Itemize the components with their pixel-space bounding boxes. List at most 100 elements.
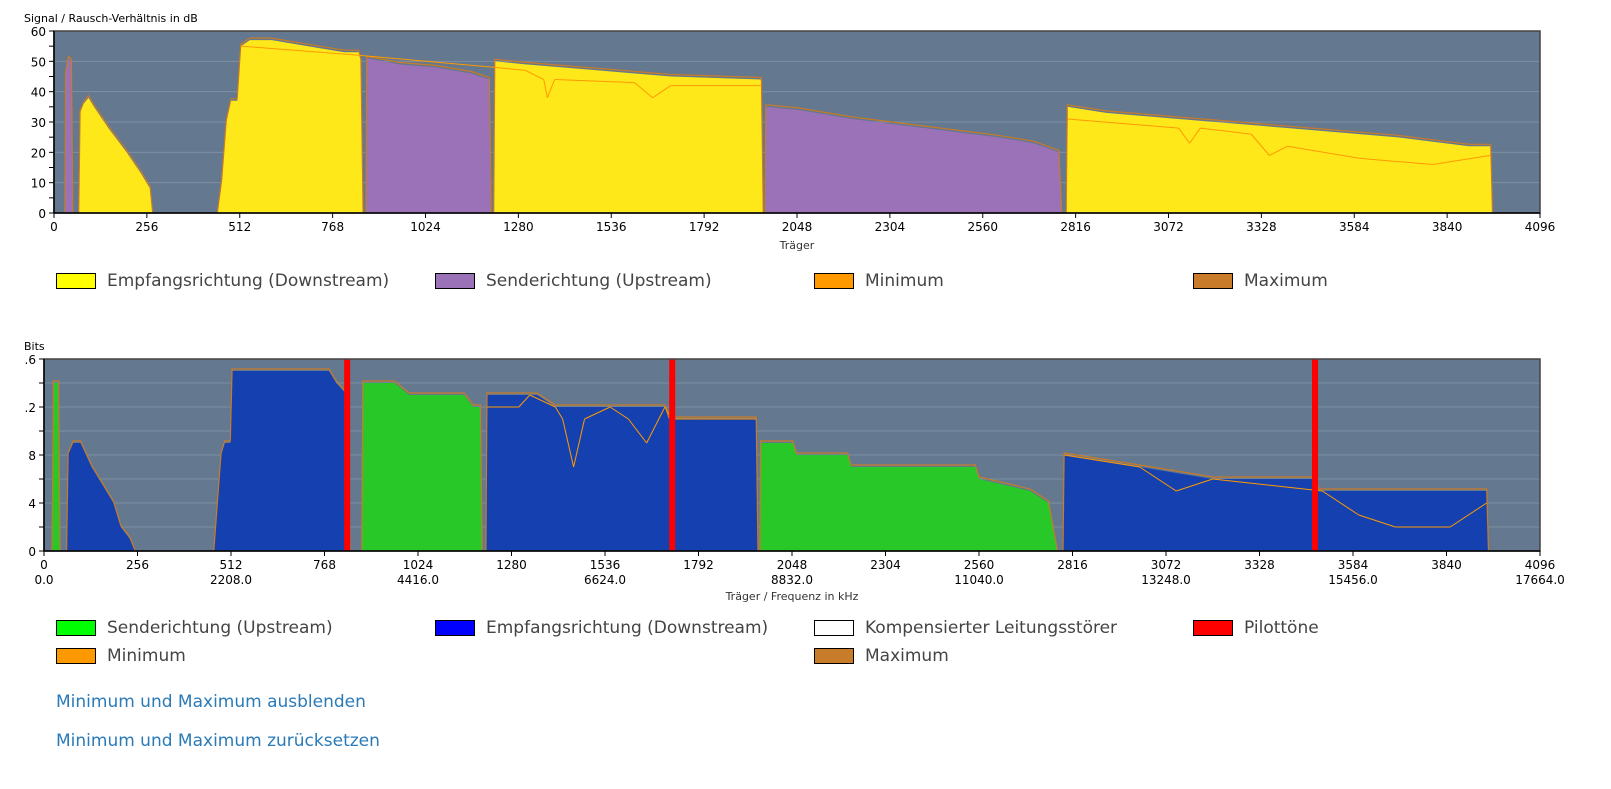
minimum-line-segment — [1067, 118, 1179, 129]
minimum-line-segment — [1139, 466, 1177, 492]
x-tick-label: 0 — [40, 558, 48, 572]
minimum-line-segment — [1178, 127, 1190, 144]
maximum-line — [213, 368, 351, 552]
x-tick-label-khz: 13248.0 — [1141, 573, 1191, 587]
minimum-line-segment — [518, 394, 531, 408]
x-tick-label: 1536 — [590, 558, 621, 572]
legend-bits-pilot: Pilottöne — [1193, 618, 1319, 638]
series-area-empfangsrichtung-downstream-1 — [66, 443, 136, 551]
maximum-line — [216, 37, 364, 214]
x-tick-label-khz: 17664.0 — [1515, 573, 1565, 587]
x-tick-label: 512 — [228, 220, 251, 234]
chart-title: Signal / Rausch-Verhältnis in dB — [24, 12, 198, 25]
legend-snr-maximum: Maximum — [1193, 271, 1328, 291]
x-tick-label-khz: 0.0 — [34, 573, 53, 587]
legend-label: Maximum — [1244, 271, 1328, 291]
minimum-line-segment — [1212, 478, 1323, 492]
swatch — [814, 620, 854, 636]
maximum-line — [759, 440, 1059, 552]
x-tick-label: 4096 — [1525, 558, 1556, 572]
legend-label: Pilottöne — [1244, 618, 1319, 638]
x-tick-label: 3072 — [1151, 558, 1182, 572]
minimum-line-segment — [652, 85, 672, 99]
swatch — [56, 273, 96, 289]
y-tick-label: 10 — [31, 177, 46, 191]
pilot-tone-marker — [1312, 359, 1319, 551]
legend-bits-minimum: Minimum — [56, 646, 186, 666]
minimum-line-segment — [646, 406, 666, 444]
minimum-line-segment — [494, 66, 526, 71]
x-tick-label: 3072 — [1153, 220, 1184, 234]
x-tick-label: 2560 — [967, 220, 998, 234]
x-tick-label: 2560 — [964, 558, 995, 572]
x-tick-label: 3840 — [1431, 558, 1462, 572]
swatch — [1193, 620, 1233, 636]
x-tick-label: 768 — [313, 558, 336, 572]
hide-min-max-link[interactable]: Minimum und Maximum ausblenden — [56, 692, 366, 712]
x-tick-label: 1024 — [410, 220, 441, 234]
reset-min-max-link[interactable]: Minimum und Maximum zurücksetzen — [56, 731, 380, 751]
swatch — [435, 273, 475, 289]
legend-bits-maximum: Maximum — [814, 646, 949, 666]
x-tick-label: 1024 — [403, 558, 434, 572]
swatch — [56, 620, 96, 636]
x-tick-label: 4096 — [1525, 220, 1556, 234]
x-tick-label: 512 — [220, 558, 243, 572]
y-tick-label: .2 — [25, 401, 36, 415]
legend-label: Empfangsrichtung (Downstream) — [107, 271, 390, 291]
x-tick-label-khz: 6624.0 — [584, 573, 626, 587]
x-tick-label: 2816 — [1057, 558, 1088, 572]
x-tick-label-khz: 11040.0 — [954, 573, 1004, 587]
x-tick-label-khz: 2208.0 — [210, 573, 252, 587]
maximum-line — [764, 104, 1063, 214]
maximum-line — [78, 94, 154, 214]
pilot-tone-marker — [344, 359, 351, 551]
series-area-senderichtung-upstream-3 — [366, 58, 492, 213]
minimum-line-segment — [529, 394, 556, 408]
x-tick-label: 3328 — [1246, 220, 1277, 234]
maximum-line — [66, 440, 136, 552]
x-tick-label: 2304 — [875, 220, 906, 234]
legend-label: Minimum — [107, 646, 186, 666]
minimum-line-segment — [554, 406, 564, 420]
minimum-line-segment — [573, 418, 586, 468]
minimum-line-segment — [1200, 127, 1252, 135]
series-area-senderichtung-upstream-5 — [759, 443, 1058, 551]
series-area-empfangsrichtung-downstream-6 — [1063, 455, 1489, 551]
series-area-empfangsrichtung-downstream-6 — [1066, 106, 1493, 213]
legend-label: Senderichtung (Upstream) — [107, 618, 333, 638]
maximum-line — [493, 58, 764, 214]
series-area-senderichtung-upstream-0 — [64, 58, 73, 213]
maximum-line — [1062, 452, 1490, 552]
charts-canvas: 0 256 512 768 1024 1280 1536 1792 2048 2304 2560 28… — [24, 12, 1565, 603]
x-tick-label: 1792 — [689, 220, 720, 234]
legend-label: Empfangsrichtung (Downstream) — [486, 618, 769, 638]
minimum-line-segment — [1176, 478, 1213, 492]
legend-bits-upstream: Senderichtung (Upstream) — [56, 618, 333, 638]
x-tick-label-khz: 15456.0 — [1328, 573, 1378, 587]
x-tick-label: 2304 — [870, 558, 901, 572]
minimum-line-segment — [1250, 133, 1270, 156]
series-area-senderichtung-upstream-0 — [52, 383, 61, 551]
minimum-line-segment — [1432, 154, 1491, 165]
maximum-line — [64, 55, 74, 214]
swatch — [1193, 273, 1233, 289]
minimum-line-segment — [634, 82, 653, 99]
series-area-empfangsrichtung-downstream-1 — [78, 97, 153, 213]
minimum-line-segment — [1269, 145, 1288, 156]
y-tick-label: 8 — [28, 449, 36, 463]
y-tick-label: 50 — [31, 55, 46, 69]
series-area-empfangsrichtung-downstream-2 — [213, 371, 351, 551]
x-tick-label: 3584 — [1339, 220, 1370, 234]
legend-label: Senderichtung (Upstream) — [486, 271, 712, 291]
minimum-line-segment — [584, 406, 611, 420]
maximum-line — [361, 380, 483, 552]
y-tick-label: 30 — [31, 116, 46, 130]
x-tick-label: 1792 — [683, 558, 714, 572]
x-axis-title: Träger — [779, 239, 815, 252]
y-tick-label: 4 — [28, 497, 36, 511]
swatch — [814, 273, 854, 289]
pilot-tone-marker — [669, 359, 676, 551]
minimum-line-segment — [358, 54, 495, 68]
legend-label: Maximum — [865, 646, 949, 666]
